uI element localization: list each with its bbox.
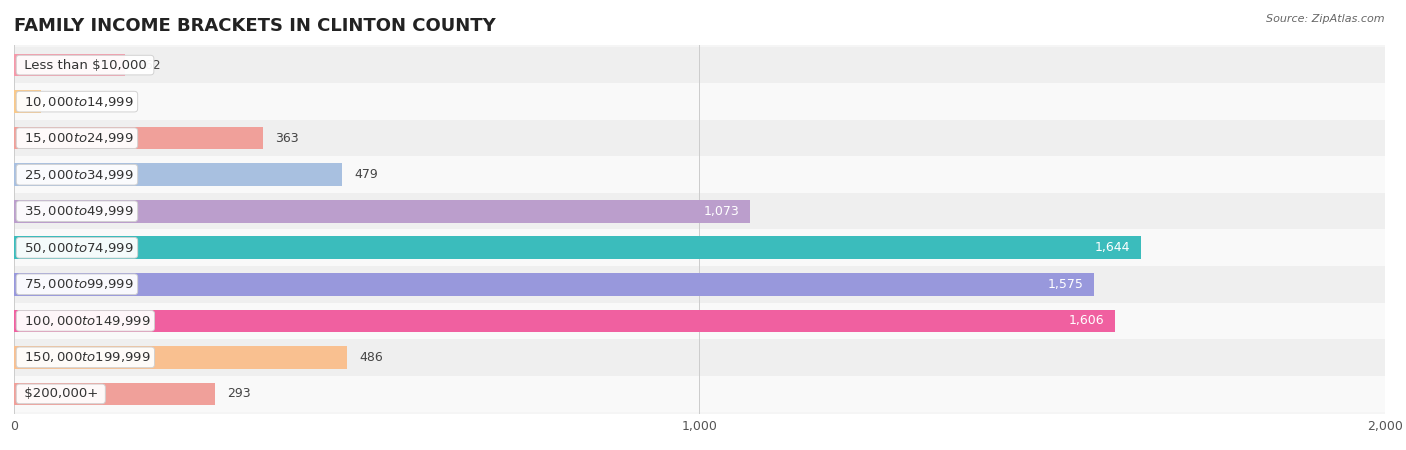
Bar	[0, 339, 1406, 376]
Bar	[14, 273, 1094, 296]
Bar	[0, 193, 1406, 230]
Bar	[0, 230, 1406, 266]
Text: $25,000 to $34,999: $25,000 to $34,999	[20, 168, 135, 182]
Text: $75,000 to $99,999: $75,000 to $99,999	[20, 277, 135, 291]
Text: 1,073: 1,073	[703, 205, 740, 218]
Bar	[0, 376, 1406, 412]
Text: $200,000+: $200,000+	[20, 387, 103, 400]
Text: $150,000 to $199,999: $150,000 to $199,999	[20, 351, 152, 364]
Text: $10,000 to $14,999: $10,000 to $14,999	[20, 94, 135, 108]
Bar	[14, 346, 347, 369]
Bar	[0, 266, 1406, 302]
Bar	[14, 163, 343, 186]
Bar	[0, 120, 1406, 157]
Text: $15,000 to $24,999: $15,000 to $24,999	[20, 131, 135, 145]
Text: $50,000 to $74,999: $50,000 to $74,999	[20, 241, 135, 255]
Bar	[14, 200, 749, 223]
Bar	[14, 127, 263, 149]
Text: 1,644: 1,644	[1095, 241, 1130, 254]
Text: Less than $10,000: Less than $10,000	[20, 58, 150, 72]
Bar	[14, 236, 1140, 259]
Text: 1,606: 1,606	[1069, 315, 1105, 327]
Bar	[0, 47, 1406, 83]
Text: 1,575: 1,575	[1047, 278, 1084, 291]
Text: $100,000 to $149,999: $100,000 to $149,999	[20, 314, 152, 328]
Text: 162: 162	[138, 58, 162, 72]
Bar	[14, 90, 41, 113]
Bar	[0, 302, 1406, 339]
Text: 293: 293	[228, 387, 250, 400]
Text: 39: 39	[53, 95, 69, 108]
Text: 479: 479	[354, 168, 378, 181]
Text: 363: 363	[276, 132, 299, 144]
Text: FAMILY INCOME BRACKETS IN CLINTON COUNTY: FAMILY INCOME BRACKETS IN CLINTON COUNTY	[14, 17, 496, 35]
Bar	[0, 157, 1406, 193]
Bar	[14, 382, 215, 405]
Bar	[14, 54, 125, 76]
Bar	[0, 83, 1406, 120]
Bar	[14, 310, 1115, 332]
Text: $35,000 to $49,999: $35,000 to $49,999	[20, 204, 135, 218]
Text: 486: 486	[360, 351, 384, 364]
Text: Source: ZipAtlas.com: Source: ZipAtlas.com	[1267, 14, 1385, 23]
